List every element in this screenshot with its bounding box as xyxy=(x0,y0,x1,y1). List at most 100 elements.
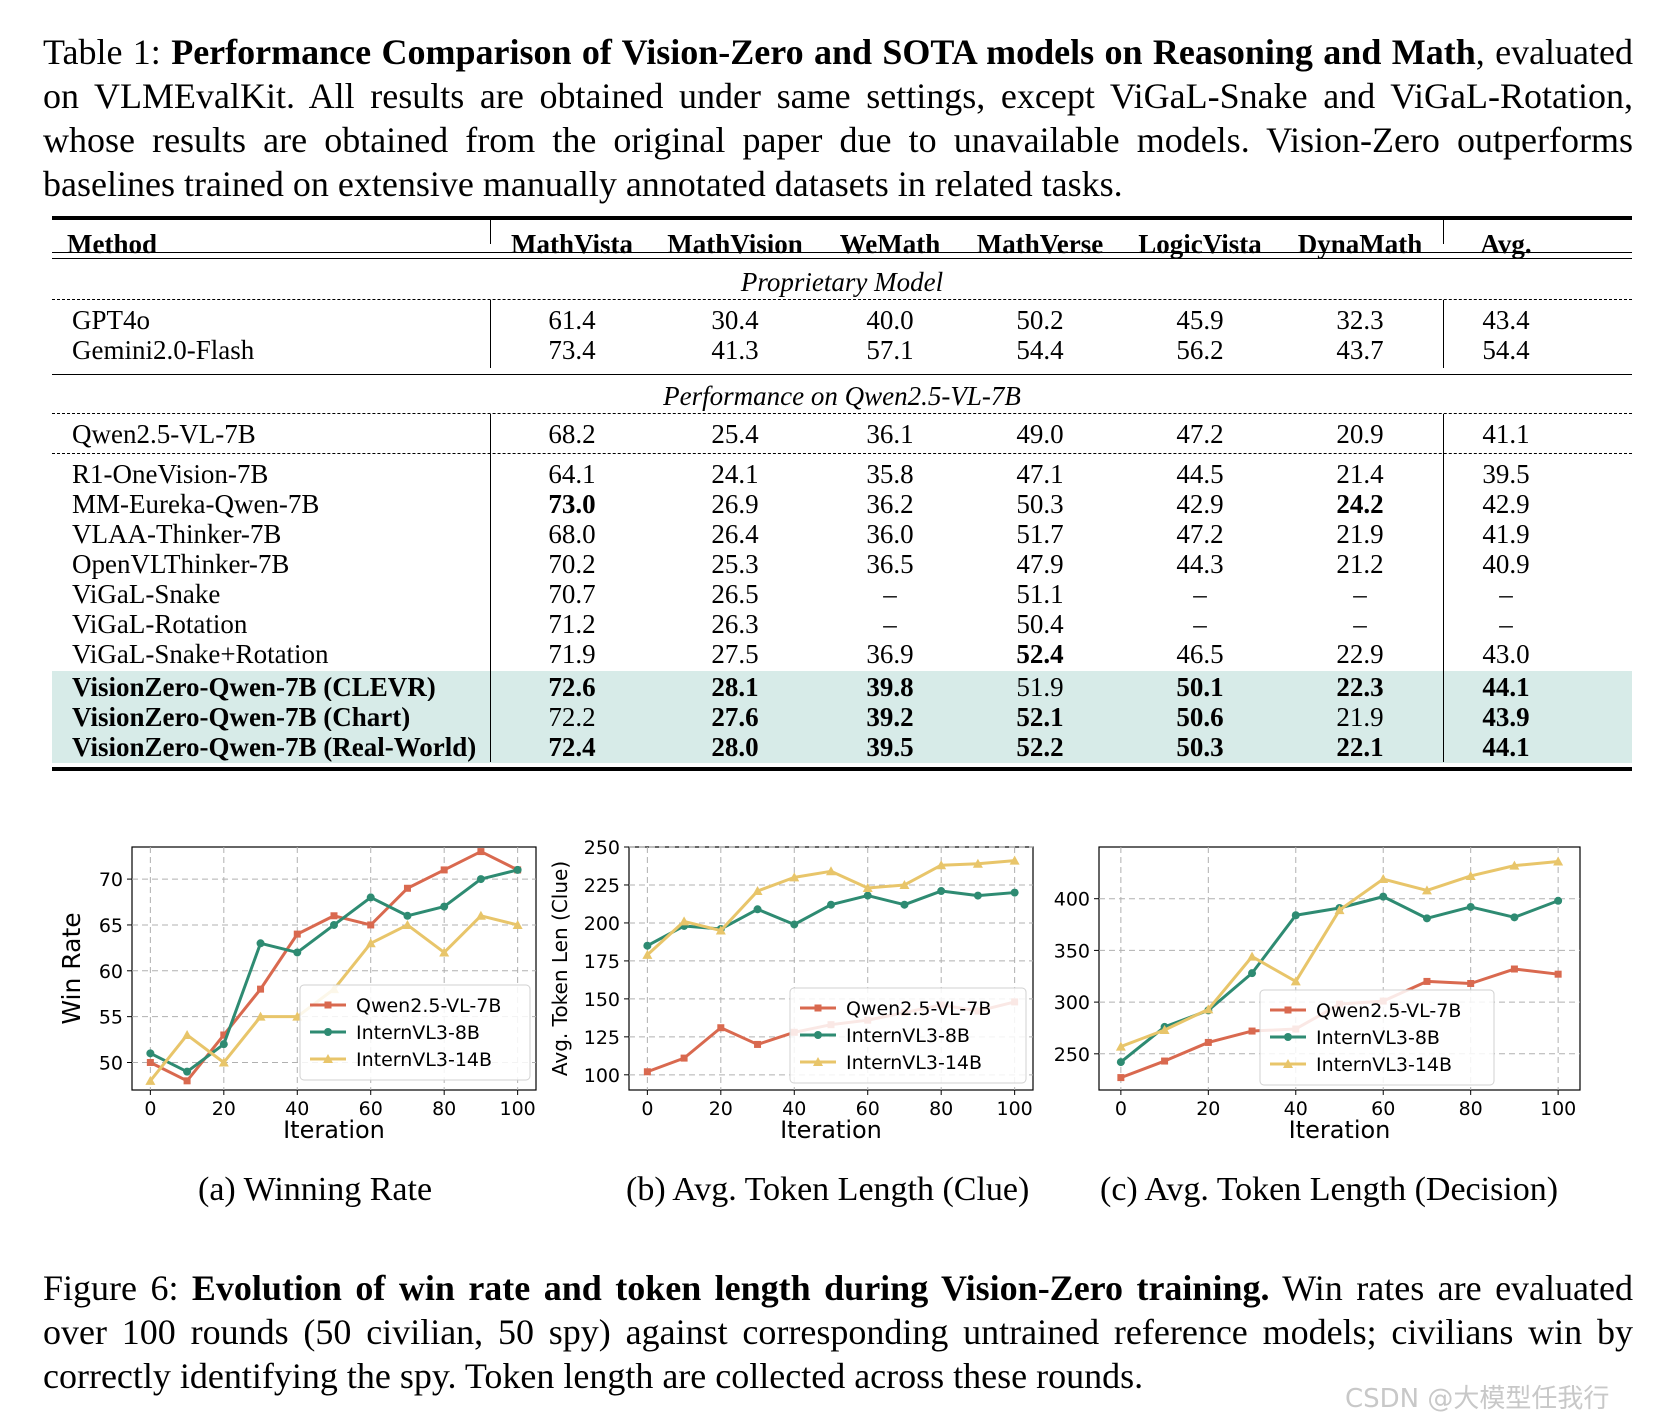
value-cell: – xyxy=(1353,579,1367,609)
data-point xyxy=(1204,1038,1212,1046)
data-point xyxy=(255,1011,266,1021)
legend-box xyxy=(789,987,1027,1084)
data-point xyxy=(293,930,301,938)
series-points xyxy=(643,887,1019,950)
value-cell: 50.3 xyxy=(1016,489,1064,519)
value-cell: 72.2 xyxy=(548,702,596,732)
value-cell: 28.0 xyxy=(711,732,759,762)
series-points xyxy=(642,855,1020,959)
data-point xyxy=(1553,856,1564,866)
x-tick-label: 60 xyxy=(359,1098,383,1120)
value-cell: 36.2 xyxy=(866,489,914,519)
value-cell: 68.0 xyxy=(548,519,596,549)
x-tick-label: 20 xyxy=(709,1098,733,1120)
table-row: ViGaL-Snake+Rotation 71.9 27.5 36.9 52.4 46.5… xyxy=(52,638,1632,670)
method-cell: GPT4o xyxy=(72,305,151,335)
x-tick-label: 40 xyxy=(1284,1098,1308,1120)
figure-caption-rest: Win rates are evaluated over 100 rounds … xyxy=(43,1268,1633,1396)
value-cell: 30.4 xyxy=(711,305,759,335)
value-cell: 26.3 xyxy=(711,609,759,639)
y-tick-label: 100 xyxy=(584,1065,620,1087)
method-cell: ViGaL-Snake+Rotation xyxy=(72,639,329,669)
data-point xyxy=(827,900,835,909)
data-point xyxy=(1510,965,1518,973)
data-point xyxy=(973,891,982,900)
plot-frame xyxy=(1098,846,1581,1091)
legend-box xyxy=(1259,989,1495,1086)
value-cell: 50.3 xyxy=(1176,732,1224,762)
x-axis-label: Iteration xyxy=(283,1116,385,1144)
method-cell: OpenVLThinker-7B xyxy=(72,549,290,579)
data-point xyxy=(900,900,909,909)
data-point xyxy=(219,1040,228,1049)
data-point xyxy=(1117,1074,1125,1082)
value-cell: 46.5 xyxy=(1176,639,1224,669)
y-tick-label: 70 xyxy=(99,869,123,891)
y-tick-label: 125 xyxy=(584,1027,620,1049)
data-point xyxy=(1159,1025,1170,1035)
data-point xyxy=(477,848,485,856)
value-cell: 70.2 xyxy=(548,549,596,579)
y-tick-label: 350 xyxy=(1054,940,1090,962)
y-tick-label: 60 xyxy=(99,961,123,983)
data-point xyxy=(293,948,302,957)
value-cell: 41.3 xyxy=(711,335,759,365)
series-points xyxy=(1115,856,1564,1051)
table-caption-bold: Performance Comparison of Vision-Zero an… xyxy=(171,32,1476,72)
y-tick-label: 50 xyxy=(99,1052,123,1074)
data-point xyxy=(512,919,523,929)
data-point xyxy=(403,884,411,892)
value-cell: 50.2 xyxy=(1016,305,1064,335)
data-point xyxy=(754,1040,762,1048)
column-divider xyxy=(1443,414,1444,762)
table-caption-rest: , evaluated on VLMEvalKit. All results a… xyxy=(43,32,1634,204)
method-cell: VisionZero-Qwen-7B (CLEVR) xyxy=(72,672,436,702)
data-point xyxy=(814,1031,822,1039)
value-cell: – xyxy=(1353,609,1367,639)
column-divider xyxy=(1443,218,1444,244)
data-point xyxy=(330,920,338,929)
data-point xyxy=(1509,860,1520,870)
value-cell: 24.2 xyxy=(1336,489,1384,519)
y-tick-label: 225 xyxy=(584,875,620,897)
y-tick-label: 55 xyxy=(99,1007,123,1029)
value-cell: 26.5 xyxy=(711,579,759,609)
value-cell: 42.9 xyxy=(1482,489,1530,519)
x-tick-label: 100 xyxy=(997,1098,1033,1120)
value-cell: 64.1 xyxy=(548,459,596,489)
x-tick-label: 0 xyxy=(1115,1098,1127,1120)
method-cell: Gemini2.0-Flash xyxy=(72,335,255,365)
method-cell: ViGaL-Rotation xyxy=(72,609,248,639)
value-cell: – xyxy=(883,609,897,639)
value-cell: 72.6 xyxy=(548,672,596,702)
data-point xyxy=(1010,888,1019,897)
data-point xyxy=(440,866,448,874)
data-point xyxy=(366,893,375,902)
data-point xyxy=(813,1057,823,1066)
series-points xyxy=(146,865,522,1076)
data-point xyxy=(1423,977,1431,985)
legend-label: InternVL3-14B xyxy=(356,1049,492,1071)
data-point xyxy=(1554,896,1563,905)
value-cell: – xyxy=(1499,609,1513,639)
value-cell: 45.9 xyxy=(1176,305,1224,335)
data-point xyxy=(324,1001,332,1009)
value-cell: 52.1 xyxy=(1016,702,1064,732)
chart-winning-rate-svg: 0 20 40 60 80 100 50 55 60 65 70 Iteration Win Rate Q… xyxy=(57,846,537,1144)
legend-label: Qwen2.5-VL-7B xyxy=(846,998,991,1020)
value-cell: 39.8 xyxy=(866,672,914,702)
method-cell: VisionZero-Qwen-7B (Chart) xyxy=(72,702,411,732)
data-point xyxy=(1510,913,1519,922)
data-point xyxy=(643,1068,651,1076)
value-cell: 43.7 xyxy=(1336,335,1384,365)
table-row: Qwen2.5-VL-7B 68.2 25.4 36.1 49.0 47.2 20.9 41.… xyxy=(52,418,1632,450)
data-point xyxy=(1467,979,1475,987)
value-cell: 57.1 xyxy=(866,335,914,365)
chart-token-clue-svg: 0 20 40 60 80 100 100 125 150 175 200 225 250 Iterati… xyxy=(548,837,1034,1144)
data-point xyxy=(1379,892,1388,901)
data-point xyxy=(330,912,338,920)
chart-winning-rate: 0 20 40 60 80 100 50 55 60 65 70 Iteration Win Rate Q… xyxy=(57,840,540,1165)
section-dash xyxy=(52,413,1632,414)
header-mathverse: MathVerse xyxy=(976,229,1104,259)
value-cell: 36.9 xyxy=(866,639,914,669)
